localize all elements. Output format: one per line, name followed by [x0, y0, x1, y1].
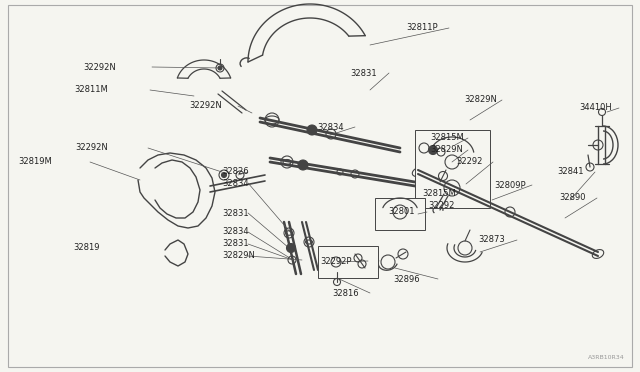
Text: 32834: 32834 [317, 122, 344, 131]
Text: 32831: 32831 [222, 208, 248, 218]
Text: 32292N: 32292N [83, 62, 116, 71]
Circle shape [287, 244, 296, 253]
Circle shape [298, 160, 308, 170]
Text: 32292P: 32292P [320, 257, 351, 266]
Text: 34410H: 34410H [579, 103, 612, 112]
Text: 32819: 32819 [74, 243, 100, 251]
Bar [415, 130, 490, 208]
Circle shape [221, 173, 227, 177]
Text: 32292N: 32292N [76, 144, 108, 153]
Text: 32834: 32834 [222, 179, 248, 187]
Text: 32829N: 32829N [222, 251, 255, 260]
Text: 32292: 32292 [428, 201, 454, 209]
Text: 32890: 32890 [559, 193, 586, 202]
Text: 32896: 32896 [393, 275, 420, 283]
Text: 32829N: 32829N [430, 145, 463, 154]
Circle shape [307, 125, 317, 135]
Text: 32873: 32873 [478, 235, 505, 244]
Text: 32831: 32831 [350, 68, 376, 77]
Text: 32292: 32292 [456, 157, 483, 167]
Text: 32834: 32834 [222, 228, 248, 237]
Bar [375, 198, 425, 230]
Text: 32841: 32841 [557, 167, 584, 176]
Text: 32292N: 32292N [189, 102, 222, 110]
Text: 32801: 32801 [388, 208, 415, 217]
Text: A3RB10R34: A3RB10R34 [588, 355, 625, 360]
Text: 32826: 32826 [222, 167, 248, 176]
Text: 32829N: 32829N [464, 96, 497, 105]
Text: 32811M: 32811M [74, 86, 108, 94]
Text: 32815M: 32815M [430, 134, 464, 142]
Text: 32815M: 32815M [422, 189, 456, 198]
Circle shape [429, 145, 438, 154]
Bar [318, 246, 378, 278]
Text: 32809P: 32809P [494, 180, 525, 189]
Text: 32819M: 32819M [19, 157, 52, 167]
Circle shape [218, 66, 222, 70]
Text: 32811P: 32811P [406, 23, 438, 32]
Text: 32816: 32816 [332, 289, 358, 298]
Text: 32831: 32831 [222, 240, 248, 248]
